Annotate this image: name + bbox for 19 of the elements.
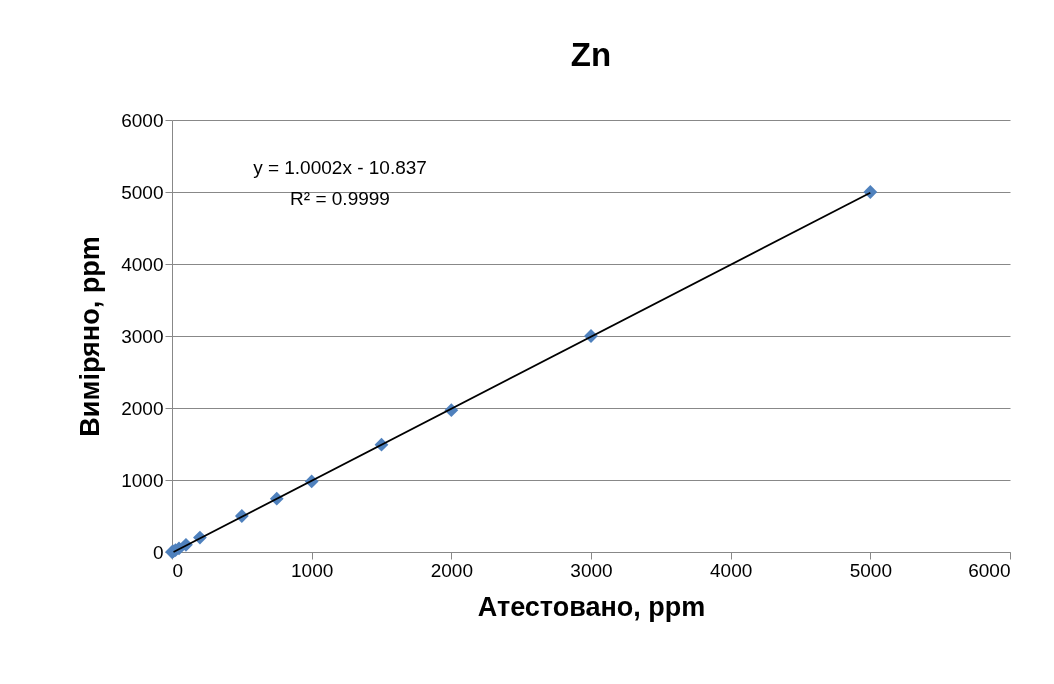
y-axis-title: Виміряно, ppm — [75, 236, 106, 437]
x-tick-label: 1000 — [291, 559, 334, 581]
x-tick-label: 3000 — [570, 559, 613, 581]
chart-title: Zn — [570, 36, 612, 73]
x-axis-title: Атестовано, ppm — [477, 591, 706, 622]
y-tick-label: 3000 — [121, 325, 164, 347]
y-tick-label: 5000 — [121, 181, 164, 203]
y-tick-label: 1000 — [121, 469, 164, 491]
x-tick-label: 0 — [172, 559, 184, 581]
x-tick-label: 4000 — [710, 559, 753, 581]
y-tick-label: 2000 — [121, 397, 164, 419]
x-tick-label: 2000 — [430, 559, 473, 581]
x-tick-label: 6000 — [968, 559, 1011, 581]
annotation: y = 1.0002x - 10.837 — [253, 157, 427, 178]
x-tick-label: 5000 — [849, 559, 892, 581]
y-tick-label: 4000 — [121, 253, 164, 275]
annotation: R² = 0.9999 — [290, 188, 390, 209]
y-tick-label: 0 — [152, 541, 164, 563]
y-tick-label: 6000 — [121, 109, 164, 131]
